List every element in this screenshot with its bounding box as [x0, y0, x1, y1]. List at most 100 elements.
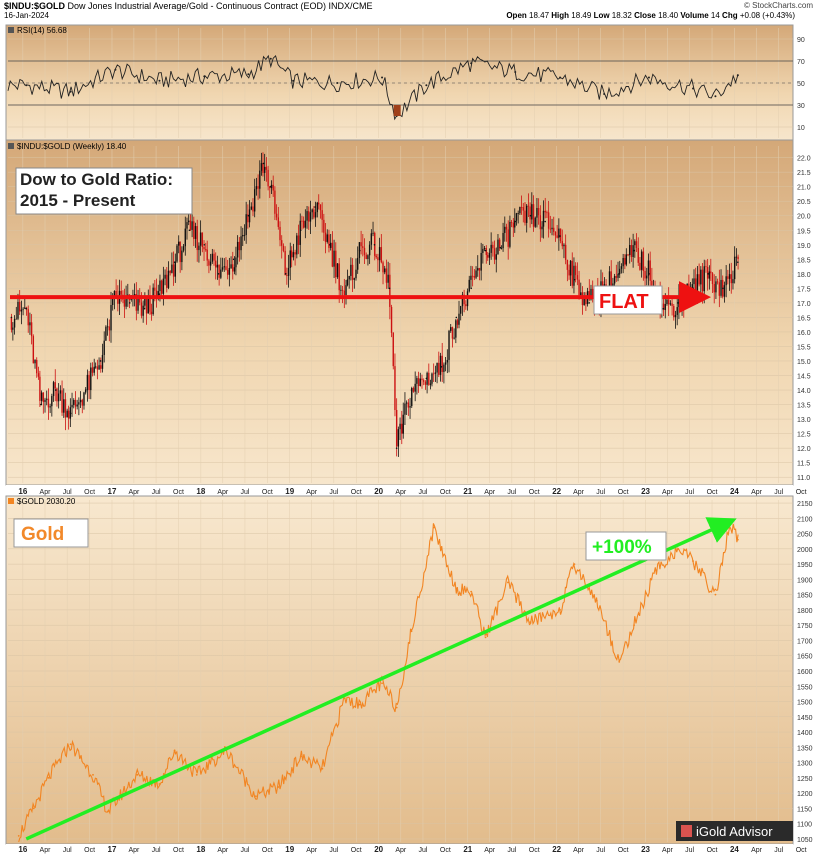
ratio-candle-body	[367, 255, 369, 259]
y-tick-label: 1350	[797, 745, 813, 752]
ratio-candle-body	[74, 399, 77, 407]
symbol-description: Dow Jones Industrial Average/Gold - Cont…	[67, 1, 326, 11]
ratio-candle-body	[123, 299, 126, 307]
ratio-candle-body	[477, 268, 479, 271]
ratio-candle-body	[500, 248, 503, 249]
ratio-candle-body	[498, 239, 501, 249]
ratio-candle-body	[483, 248, 486, 249]
flat-label: FLAT	[599, 291, 649, 313]
ratio-candle-body	[326, 234, 328, 242]
gold-title: Gold	[21, 524, 64, 545]
ratio-candle-body	[108, 326, 111, 331]
ratio-candle-body	[324, 232, 327, 242]
ratio-candle-body	[713, 284, 715, 293]
ratio-candle-body	[319, 204, 322, 211]
ratio-candle-body	[159, 280, 161, 292]
y-tick-label: 11.0	[797, 475, 810, 482]
rsi-oversold-fill	[393, 105, 401, 116]
ratio-candle-body	[671, 303, 673, 306]
y-tick-label: 22.0	[797, 156, 811, 163]
ratio-candle-body	[196, 226, 198, 251]
ratio-candle-body	[101, 354, 104, 369]
ratio-candle-body	[269, 186, 271, 189]
ratio-candle-body	[335, 250, 337, 278]
ratio-candle-body	[377, 257, 379, 261]
ratio-candle-body	[610, 271, 612, 294]
ratio-candle-body	[385, 268, 388, 283]
ratio-candle-body	[12, 327, 14, 330]
ratio-candle-body	[382, 262, 384, 273]
y-tick-label: 11.5	[797, 461, 810, 468]
ratio-candle-body	[509, 221, 511, 247]
x-tick-label: 17	[108, 845, 117, 854]
x-tick-label: Jul	[240, 847, 249, 854]
ratio-candle-body	[399, 423, 401, 430]
volume-value: 14	[710, 11, 720, 20]
ratio-data-point	[173, 261, 176, 264]
ratio-candle-body	[142, 305, 144, 316]
ratio-candle-body	[32, 336, 35, 364]
ratio-candle-body	[568, 269, 570, 276]
ratio-candle-body	[152, 287, 154, 315]
gold-data-point	[714, 593, 717, 596]
x-tick-label: 23	[641, 845, 650, 854]
x-tick-label: Jul	[685, 489, 694, 496]
gold-data-point	[173, 749, 176, 752]
x-tick-label: 20	[374, 845, 383, 854]
ratio-candle-body	[120, 290, 122, 295]
ratio-legend-swatch	[8, 143, 14, 149]
ratio-candle-body	[198, 245, 200, 251]
y-tick-label: 2050	[797, 532, 813, 539]
ratio-candle-body	[622, 257, 624, 267]
x-tick-label: Apr	[306, 847, 318, 854]
ratio-title-box	[15, 167, 193, 215]
x-tick-label: Jul	[596, 489, 605, 496]
ratio-candle-body	[225, 266, 227, 270]
ratio-candle-body	[182, 246, 185, 251]
ratio-candle-body	[169, 270, 171, 273]
ratio-candle-body	[230, 264, 232, 268]
ratio-candle-body	[524, 210, 526, 223]
ratio-data-point	[232, 258, 235, 261]
ratio-data-point	[10, 316, 13, 319]
ratio-candle-body	[76, 404, 78, 407]
ratio-candle-body	[39, 376, 41, 401]
gold-data-point	[455, 587, 458, 590]
x-tick-label: Jul	[152, 489, 161, 496]
ratio-candle-body	[83, 392, 85, 406]
ratio-candle-body	[463, 294, 465, 305]
ratio-data-point	[203, 243, 206, 246]
ratio-candle-body	[505, 226, 508, 230]
x-tick-label: Jul	[329, 489, 338, 496]
y-tick-label: 18.5	[797, 257, 811, 264]
gold-data-point	[255, 795, 257, 798]
ratio-candle-body	[487, 254, 489, 258]
y-tick-label: 2100	[797, 516, 813, 523]
ratio-candle-body	[590, 288, 592, 300]
x-tick-label: Oct	[440, 489, 451, 496]
chart-date: 16-Jan-2024	[4, 11, 49, 20]
ratio-candle-body	[443, 364, 445, 372]
ratio-candle-body	[232, 264, 234, 272]
ratio-candle-body	[78, 402, 80, 405]
ratio-candle-body	[556, 235, 558, 238]
ratio-candle-body	[18, 301, 21, 312]
ratio-data-point	[737, 261, 739, 264]
x-tick-label: Apr	[573, 847, 585, 854]
ratio-candle-body	[515, 213, 518, 221]
x-tick-label: Oct	[84, 489, 95, 496]
ratio-data-point	[84, 389, 87, 391]
ratio-candle-body	[211, 253, 214, 262]
x-tick-label: Jul	[329, 847, 338, 854]
ratio-candle-body	[328, 234, 330, 248]
ratio-candle-body	[187, 220, 190, 223]
y-tick-label: 10	[797, 125, 805, 132]
ratio-candle-body	[537, 207, 540, 216]
ratio-candle-body	[646, 275, 648, 279]
x-tick-label: Jul	[774, 489, 783, 496]
open-label: Open	[506, 11, 527, 20]
ratio-data-point	[299, 229, 302, 232]
ratio-candle-body	[157, 291, 159, 297]
ratio-candle-body	[684, 298, 687, 305]
chart-symbol-line: $INDU:$GOLD Dow Jones Industrial Average…	[4, 1, 373, 11]
